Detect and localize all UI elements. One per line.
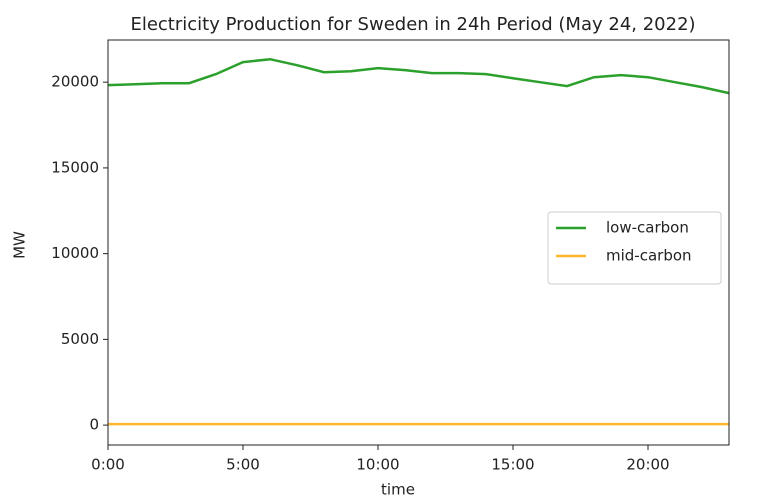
y-tick-label: 15000 bbox=[51, 158, 99, 176]
y-axis-label: MW bbox=[11, 231, 29, 259]
legend-box bbox=[547, 211, 722, 285]
y-tick-label: 0 bbox=[89, 416, 99, 434]
x-tick-label: 5:00 bbox=[226, 456, 260, 474]
plot-frame bbox=[107, 39, 730, 446]
legend-label: low-carbon bbox=[606, 219, 689, 237]
x-tick-label: 0:00 bbox=[91, 456, 125, 474]
legend-label: mid-carbon bbox=[606, 247, 692, 265]
y-tick-label: 5000 bbox=[61, 330, 99, 348]
x-tick-label: 10:00 bbox=[356, 456, 399, 474]
x-tick-label: 15:00 bbox=[491, 456, 534, 474]
chart-title: Electricity Production for Sweden in 24h… bbox=[130, 14, 695, 35]
y-tick-label: 20000 bbox=[51, 73, 99, 91]
series-line bbox=[107, 57, 730, 95]
y-tick-label: 10000 bbox=[51, 244, 99, 262]
x-axis-label: time bbox=[381, 481, 415, 499]
x-tick-label: 20:00 bbox=[626, 456, 669, 474]
